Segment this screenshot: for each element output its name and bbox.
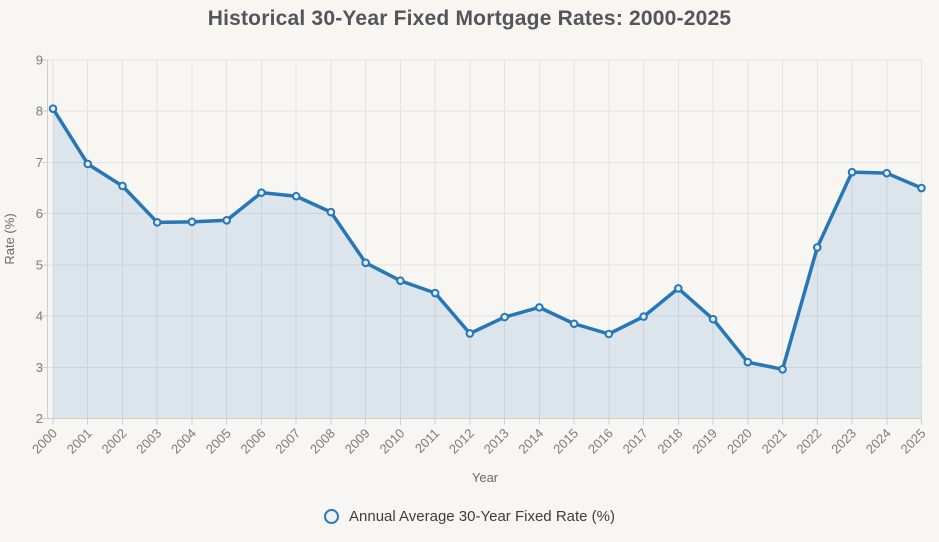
x-tick-label: 2002 bbox=[99, 426, 130, 457]
x-tick-label: 2004 bbox=[168, 426, 199, 457]
x-tick-label: 2024 bbox=[863, 426, 894, 457]
y-tick-label: 7 bbox=[36, 155, 43, 170]
y-tick-label: 6 bbox=[36, 206, 43, 221]
x-axis-title: Year bbox=[472, 470, 499, 485]
x-tick-label: 2012 bbox=[446, 426, 477, 457]
data-point-2010[interactable] bbox=[396, 276, 405, 286]
data-point-2008[interactable] bbox=[326, 207, 336, 217]
grid-lines bbox=[47, 59, 922, 419]
x-tick-label: 2000 bbox=[29, 426, 60, 457]
data-point-2018[interactable] bbox=[674, 284, 683, 293]
x-tick-label: 2011 bbox=[412, 426, 442, 456]
x-tick-label: 2013 bbox=[481, 426, 512, 457]
data-point-2019[interactable] bbox=[708, 314, 718, 324]
area-fill bbox=[53, 108, 922, 419]
data-point-2021[interactable] bbox=[778, 365, 787, 374]
x-tick-label: 2021 bbox=[759, 426, 790, 457]
data-point-2025[interactable] bbox=[917, 183, 926, 193]
x-tick-label: 2005 bbox=[203, 426, 234, 457]
data-point-2016[interactable] bbox=[604, 329, 614, 339]
x-tick-label: 2006 bbox=[238, 426, 269, 457]
y-tick-label: 5 bbox=[36, 257, 43, 272]
x-tick-label: 2022 bbox=[793, 426, 824, 457]
legend-series-label[interactable]: Annual Average 30-Year Fixed Rate (%) bbox=[349, 507, 615, 525]
data-point-2022[interactable] bbox=[812, 243, 822, 252]
y-tick-label: 9 bbox=[36, 53, 43, 68]
y-tick-label: 4 bbox=[36, 309, 43, 324]
data-point-2020[interactable] bbox=[743, 357, 753, 367]
data-points bbox=[48, 104, 926, 374]
x-tick-label: 2015 bbox=[550, 426, 581, 457]
legend-circle-icon bbox=[324, 508, 339, 524]
data-point-2009[interactable] bbox=[361, 258, 370, 268]
data-point-2011[interactable] bbox=[430, 288, 440, 298]
data-point-2004[interactable] bbox=[187, 217, 197, 227]
rate-line bbox=[51, 106, 924, 372]
data-point-2002[interactable] bbox=[118, 181, 127, 191]
data-point-2015[interactable] bbox=[569, 319, 579, 329]
data-point-2001[interactable] bbox=[83, 159, 93, 169]
x-tick-label: 2001 bbox=[64, 426, 95, 457]
data-point-2003[interactable] bbox=[152, 218, 162, 227]
data-point-2023[interactable] bbox=[847, 167, 857, 177]
x-tick-label: 2003 bbox=[133, 426, 164, 457]
series-area-fill bbox=[53, 108, 922, 419]
y-tick-label: 3 bbox=[36, 360, 43, 375]
x-tick-label: 2008 bbox=[307, 426, 338, 457]
data-point-2007[interactable] bbox=[291, 191, 301, 201]
data-point-2013[interactable] bbox=[500, 312, 509, 322]
series-line bbox=[51, 106, 924, 372]
y-axis-title: Rate (%) bbox=[2, 213, 17, 264]
data-point-2012[interactable] bbox=[465, 329, 475, 338]
x-tick-label: 2014 bbox=[515, 426, 546, 457]
data-point-2000[interactable] bbox=[48, 104, 58, 113]
chart-legend: Annual Average 30-Year Fixed Rate (%) bbox=[0, 503, 939, 529]
data-point-2006[interactable] bbox=[257, 188, 266, 197]
axes bbox=[41, 59, 922, 425]
data-point-2024[interactable] bbox=[882, 168, 892, 178]
y-tick-label: 2 bbox=[36, 411, 43, 426]
x-tick-label: 2010 bbox=[376, 426, 407, 457]
data-point-2014[interactable] bbox=[535, 303, 544, 312]
x-tick-label: 2007 bbox=[272, 426, 303, 457]
data-point-2017[interactable] bbox=[639, 312, 648, 321]
x-tick-label: 2018 bbox=[654, 426, 685, 457]
x-tick-label: 2009 bbox=[342, 426, 373, 457]
data-point-2005[interactable] bbox=[222, 216, 231, 225]
x-tick-label: 2017 bbox=[620, 426, 651, 457]
y-tick-label: 8 bbox=[36, 104, 43, 119]
x-tick-label: 2023 bbox=[828, 426, 859, 457]
x-tick-label: 2019 bbox=[689, 426, 720, 457]
x-tick-label: 2025 bbox=[898, 426, 929, 457]
x-tick-label: 2020 bbox=[724, 426, 755, 457]
chart-title: Historical 30-Year Fixed Mortgage Rates:… bbox=[207, 7, 732, 30]
x-tick-label: 2016 bbox=[585, 426, 616, 457]
